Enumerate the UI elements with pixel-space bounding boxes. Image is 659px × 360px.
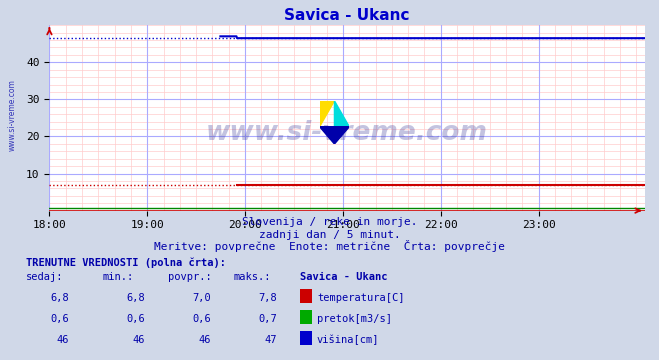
Polygon shape bbox=[320, 127, 349, 144]
Text: sedaj:: sedaj: bbox=[26, 272, 64, 282]
Text: Meritve: povprečne  Enote: metrične  Črta: povprečje: Meritve: povprečne Enote: metrične Črta:… bbox=[154, 240, 505, 252]
Text: 0,7: 0,7 bbox=[258, 314, 277, 324]
Text: povpr.:: povpr.: bbox=[168, 272, 212, 282]
Text: Slovenija / reke in morje.: Slovenija / reke in morje. bbox=[242, 217, 417, 227]
Text: 7,8: 7,8 bbox=[258, 293, 277, 303]
Text: temperatura[C]: temperatura[C] bbox=[317, 293, 405, 303]
Text: 0,6: 0,6 bbox=[127, 314, 145, 324]
Text: višina[cm]: višina[cm] bbox=[317, 334, 380, 345]
Text: 46: 46 bbox=[198, 335, 211, 345]
Text: pretok[m3/s]: pretok[m3/s] bbox=[317, 314, 392, 324]
Text: www.si-vreme.com: www.si-vreme.com bbox=[206, 120, 488, 146]
Text: 0,6: 0,6 bbox=[51, 314, 69, 324]
Text: 46: 46 bbox=[57, 335, 69, 345]
Polygon shape bbox=[320, 101, 335, 127]
Text: 7,0: 7,0 bbox=[192, 293, 211, 303]
Text: maks.:: maks.: bbox=[234, 272, 272, 282]
Text: 6,8: 6,8 bbox=[51, 293, 69, 303]
Text: 47: 47 bbox=[264, 335, 277, 345]
Text: TRENUTNE VREDNOSTI (polna črta):: TRENUTNE VREDNOSTI (polna črta): bbox=[26, 258, 226, 269]
Text: Savica - Ukanc: Savica - Ukanc bbox=[300, 272, 387, 282]
Text: 46: 46 bbox=[132, 335, 145, 345]
Text: min.:: min.: bbox=[102, 272, 133, 282]
Text: 0,6: 0,6 bbox=[192, 314, 211, 324]
Text: www.si-vreme.com: www.si-vreme.com bbox=[8, 79, 17, 151]
Polygon shape bbox=[335, 101, 349, 127]
Title: Savica - Ukanc: Savica - Ukanc bbox=[284, 8, 410, 23]
Text: zadnji dan / 5 minut.: zadnji dan / 5 minut. bbox=[258, 230, 401, 240]
Text: 6,8: 6,8 bbox=[127, 293, 145, 303]
